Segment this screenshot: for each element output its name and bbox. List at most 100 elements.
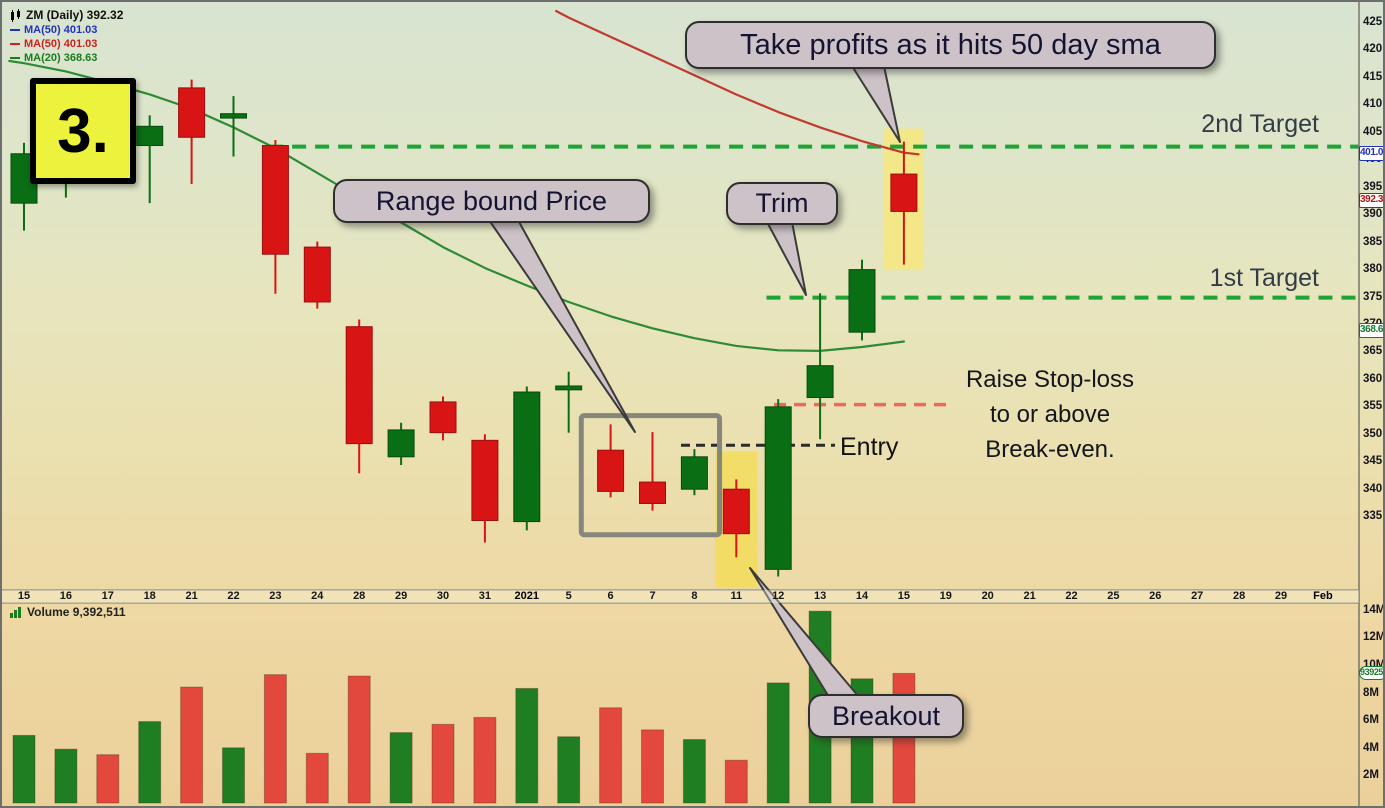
price-tag-392.32: 392.32	[1359, 193, 1383, 209]
date-axis-label: 22	[1065, 590, 1078, 602]
date-axis-label: 12	[772, 590, 785, 602]
price-axis-label: 390	[1363, 208, 1383, 221]
volume-tag: 9392511	[1359, 666, 1383, 681]
ma-legend: MA(50) 401.03 MA(50) 401.03 MA(20) 368.63	[10, 23, 123, 65]
volume-bar	[96, 754, 120, 804]
candle-body	[555, 385, 583, 391]
take-profits-pointer	[851, 65, 901, 143]
volume-bar	[557, 736, 581, 804]
candle-body	[639, 481, 666, 504]
volume-bar	[724, 759, 748, 804]
date-axis-label: 7	[649, 590, 656, 602]
raise-stop-line2: to or above	[989, 401, 1111, 428]
raise-stop-loss-note: Raise Stop-loss to or above Break-even.	[940, 362, 1160, 467]
date-axis-label: 29	[394, 590, 408, 602]
candle-body	[513, 391, 541, 523]
callout-take-profits: Take profits as it hits 50 day sma	[685, 21, 1216, 69]
date-axis-label: 16	[59, 590, 73, 602]
callout-breakout: Breakout	[808, 694, 964, 738]
price-axis-label: 405	[1363, 125, 1383, 138]
ma-legend-item: MA(50) 401.03	[10, 23, 123, 37]
symbol-row: ZM (Daily) 392.32	[10, 8, 123, 23]
symbol-title: ZM (Daily) 392.32	[26, 8, 124, 22]
volume-axis-label: 8M	[1363, 686, 1379, 699]
ma-line-swatch	[10, 57, 20, 59]
date-axis-label: 6	[607, 590, 614, 602]
volume-bar	[515, 687, 539, 804]
price-axis-label: 365	[1363, 345, 1383, 358]
date-axis-label: 15	[897, 590, 911, 602]
price-axis-label: 335	[1363, 510, 1383, 523]
candle-body	[680, 456, 708, 490]
price-axis-label: 425	[1363, 16, 1383, 28]
ma-legend-label: MA(50) 401.03	[24, 38, 98, 50]
date-axis-label: 24	[311, 590, 324, 602]
price-axis-label: 350	[1363, 427, 1383, 440]
raise-stop-line1: Raise Stop-loss	[965, 366, 1135, 393]
candle-body	[345, 326, 373, 445]
volume-axis-label: 4M	[1363, 741, 1379, 754]
price-axis-label: 385	[1363, 235, 1383, 248]
ma50-line	[555, 9, 920, 156]
first-target-label: 1st Target	[1209, 264, 1319, 292]
step-number-badge: 3.	[30, 78, 136, 184]
volume-bar	[641, 729, 664, 804]
price-axis-label: 340	[1363, 482, 1383, 495]
date-axis-label: 13	[813, 590, 827, 602]
volume-bar	[180, 686, 204, 804]
candle-body	[722, 488, 750, 535]
volume-axis-label: 2M	[1363, 769, 1379, 782]
date-axis-label: 22	[227, 590, 240, 602]
volume-bar	[389, 732, 413, 804]
date-axis-label: 21	[1023, 590, 1036, 602]
price-axis-label: 410	[1363, 98, 1383, 111]
ma-legend-item: MA(20) 368.63	[10, 51, 123, 65]
date-axis-label: 2021	[514, 590, 540, 602]
volume-bar	[892, 672, 916, 804]
volume-bar	[263, 674, 287, 804]
price-axis[interactable]: 4254204154104054003953903853803753703653…	[1359, 2, 1385, 806]
date-axis-label: 8	[691, 590, 698, 602]
volume-legend-label: Volume 9,392,511	[27, 605, 126, 619]
volume-bar	[54, 748, 78, 804]
ma-legend-label: MA(50) 401.03	[24, 24, 98, 36]
candle-body	[471, 439, 499, 521]
price-axis-label: 420	[1363, 43, 1383, 56]
date-axis-label: 23	[269, 590, 282, 602]
candle-body	[806, 365, 834, 399]
date-axis-label: 15	[17, 590, 31, 602]
date-axis-label: 18	[143, 590, 156, 602]
volume-bar	[473, 716, 497, 804]
volume-bar	[766, 682, 790, 804]
candle-body	[848, 269, 876, 333]
entry-label: Entry	[840, 433, 899, 461]
volume-bar	[12, 734, 36, 804]
volume-bar	[138, 721, 162, 804]
date-axis[interactable]: 15 16 17 18 21 22 23 24 28 29 30 31 2021 5 6 7 8 11 12 13 14…	[2, 590, 1359, 603]
volume-bars-icon	[10, 607, 21, 618]
date-axis-label: 28	[1232, 590, 1246, 602]
volume-bar	[599, 707, 623, 804]
candle-body	[220, 113, 247, 119]
volume-axis-label: 6M	[1363, 714, 1379, 727]
date-axis-label: 19	[939, 590, 952, 602]
price-axis-label: 355	[1363, 400, 1383, 413]
candle-body	[136, 125, 164, 147]
candle-body	[597, 449, 625, 492]
date-axis-label: 25	[1107, 590, 1120, 602]
candle-body	[890, 173, 918, 212]
range-bound-box	[578, 413, 723, 538]
trim-pointer	[766, 221, 807, 296]
date-axis-label: 14	[855, 590, 869, 602]
ma-legend-label: MA(20) 368.63	[24, 52, 98, 64]
range-bound-pointer	[488, 219, 636, 433]
date-axis-label: 26	[1149, 590, 1162, 602]
date-axis-label: 11	[730, 590, 743, 602]
volume-bar	[682, 739, 706, 804]
breakout-pointer	[749, 567, 860, 698]
price-tag-401.03: 401.03	[1359, 145, 1383, 161]
ma-legend-item: MA(50) 401.03	[10, 37, 123, 51]
volume-axis-label: 12M	[1363, 631, 1385, 644]
ma-line-swatch	[10, 29, 20, 31]
